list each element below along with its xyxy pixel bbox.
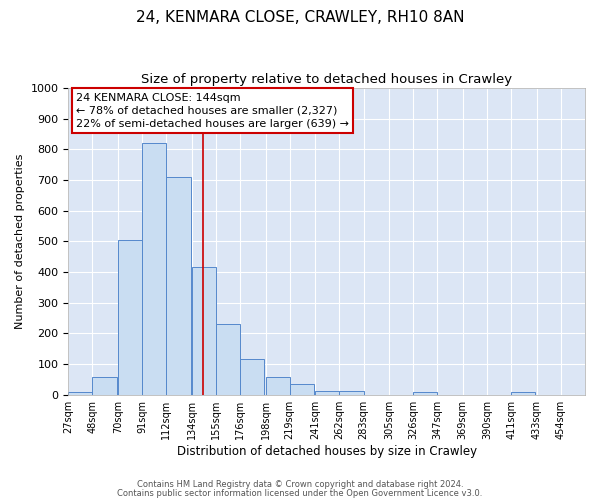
Text: Contains HM Land Registry data © Crown copyright and database right 2024.: Contains HM Land Registry data © Crown c… bbox=[137, 480, 463, 489]
Bar bbox=[240, 360, 265, 394]
Bar bbox=[266, 377, 290, 394]
Bar bbox=[413, 392, 437, 394]
Bar bbox=[340, 390, 364, 394]
Bar bbox=[191, 268, 216, 394]
Text: Contains public sector information licensed under the Open Government Licence v3: Contains public sector information licen… bbox=[118, 490, 482, 498]
Y-axis label: Number of detached properties: Number of detached properties bbox=[15, 154, 25, 329]
X-axis label: Distribution of detached houses by size in Crawley: Distribution of detached houses by size … bbox=[176, 444, 477, 458]
Bar bbox=[216, 324, 240, 394]
Bar bbox=[142, 144, 166, 394]
Text: 24, KENMARA CLOSE, CRAWLEY, RH10 8AN: 24, KENMARA CLOSE, CRAWLEY, RH10 8AN bbox=[136, 10, 464, 25]
Bar bbox=[511, 392, 535, 394]
Bar bbox=[315, 390, 340, 394]
Bar bbox=[166, 177, 191, 394]
Bar bbox=[290, 384, 314, 394]
Bar bbox=[68, 392, 92, 394]
Bar bbox=[118, 240, 142, 394]
Bar bbox=[92, 377, 117, 394]
Title: Size of property relative to detached houses in Crawley: Size of property relative to detached ho… bbox=[141, 72, 512, 86]
Text: 24 KENMARA CLOSE: 144sqm
← 78% of detached houses are smaller (2,327)
22% of sem: 24 KENMARA CLOSE: 144sqm ← 78% of detach… bbox=[76, 92, 349, 129]
